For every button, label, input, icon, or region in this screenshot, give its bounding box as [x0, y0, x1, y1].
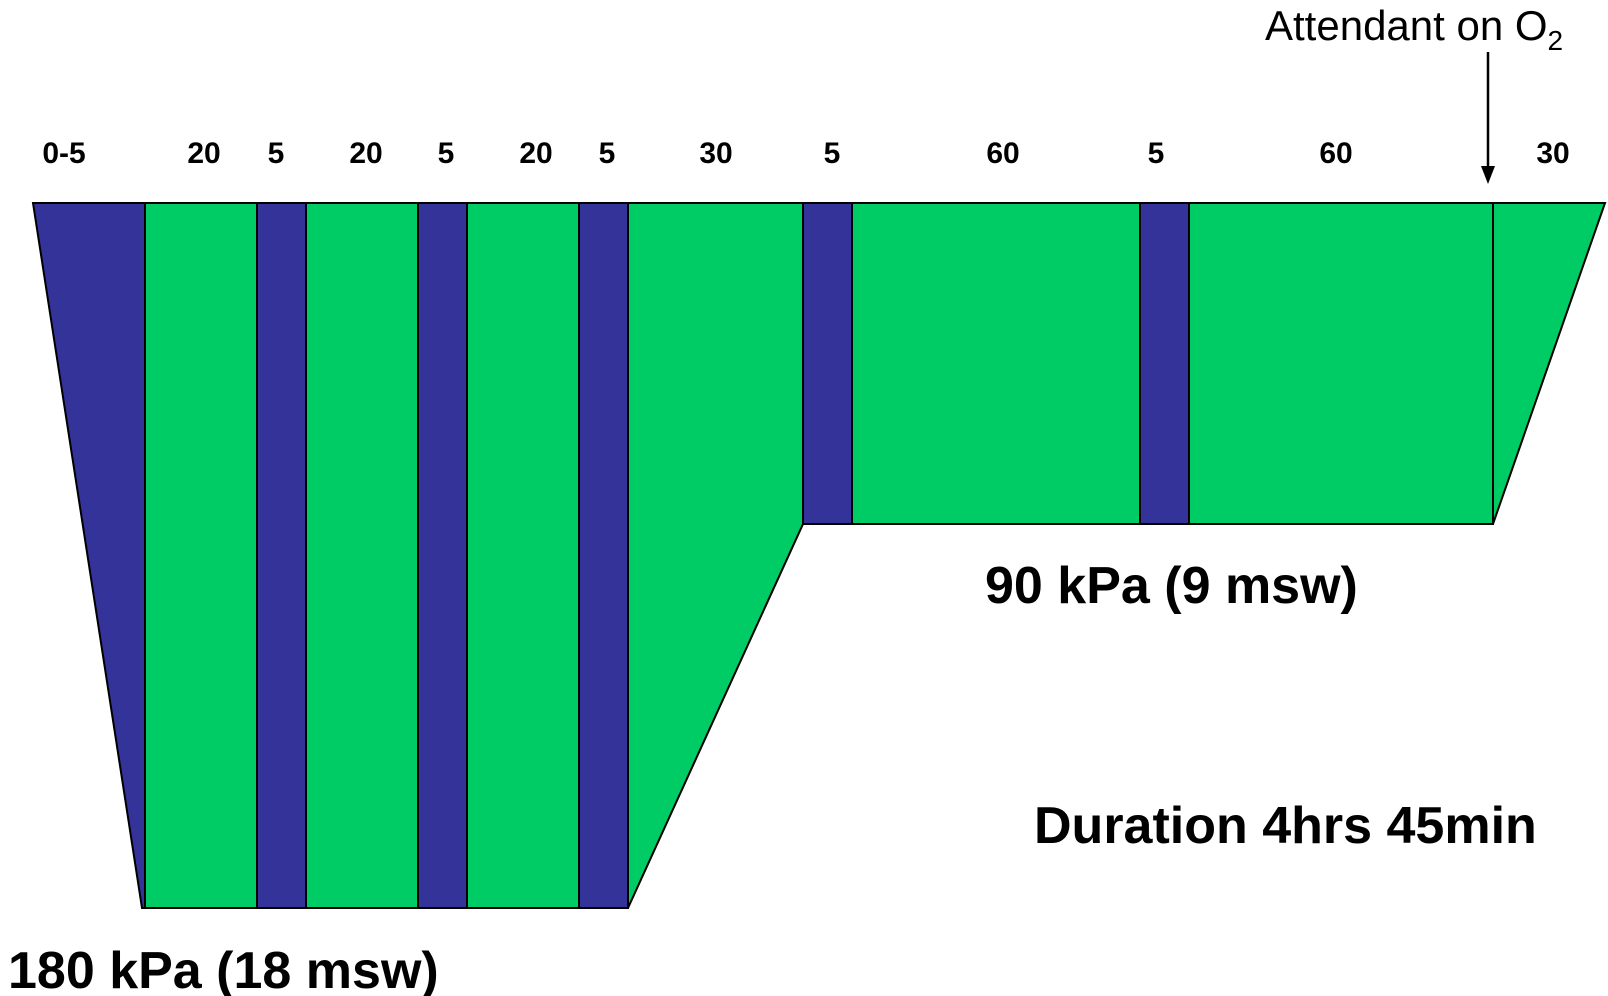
segment-label: 30: [1536, 137, 1569, 170]
annotation-arrow-head: [1481, 166, 1495, 184]
segment-label: 5: [268, 137, 285, 170]
segment-label: 5: [1148, 137, 1165, 170]
segment-label: 60: [1319, 137, 1352, 170]
segment-label: 20: [349, 137, 382, 170]
air-break-4: [802, 202, 853, 525]
annotation-subscript: 2: [1548, 25, 1564, 56]
oxygen-period-4: [851, 202, 1141, 525]
shallow-depth-label: 90 kPa (9 msw): [985, 557, 1358, 615]
air-break-2: [417, 202, 468, 909]
profile-segments: [31, 202, 1607, 909]
oxygen-period-3: [466, 202, 580, 909]
ascent-oxygen-period: [627, 202, 804, 909]
oxygen-period-5: [1188, 202, 1494, 525]
segment-labels: 0-5 20 5 20 5 20 5 30 5 60 5 60 30: [42, 137, 1569, 170]
segment-label: 30: [699, 137, 732, 170]
air-break-3: [578, 202, 629, 909]
segment-label: 20: [519, 137, 552, 170]
annotation-text: Attendant on O: [1265, 2, 1548, 49]
oxygen-period-1: [144, 202, 258, 909]
segment-label: 5: [438, 137, 455, 170]
segment-label: 5: [824, 137, 841, 170]
deep-depth-label: 180 kPa (18 msw): [8, 942, 439, 996]
attendant-annotation: Attendant on O2: [1265, 2, 1563, 56]
compression-segment: [31, 202, 146, 909]
oxygen-period-2: [305, 202, 419, 909]
segment-label: 5: [599, 137, 616, 170]
segment-label: 0-5: [42, 137, 85, 170]
air-break-5: [1139, 202, 1190, 525]
duration-label: Duration 4hrs 45min: [1034, 797, 1537, 855]
air-break-1: [256, 202, 307, 909]
segment-label: 60: [986, 137, 1019, 170]
final-ascent-oxygen: [1492, 202, 1607, 525]
segment-label: 20: [187, 137, 220, 170]
